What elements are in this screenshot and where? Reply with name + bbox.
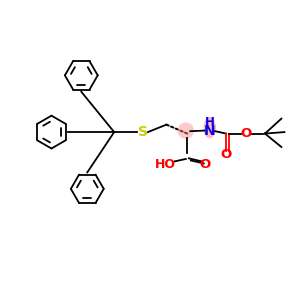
Text: O: O (240, 127, 251, 140)
Text: N: N (204, 124, 215, 138)
Ellipse shape (203, 117, 216, 138)
Ellipse shape (178, 122, 194, 139)
Text: O: O (200, 158, 211, 171)
Text: O: O (220, 148, 232, 161)
Text: S: S (137, 125, 148, 139)
Text: HO: HO (155, 158, 176, 171)
Text: H: H (205, 116, 215, 129)
